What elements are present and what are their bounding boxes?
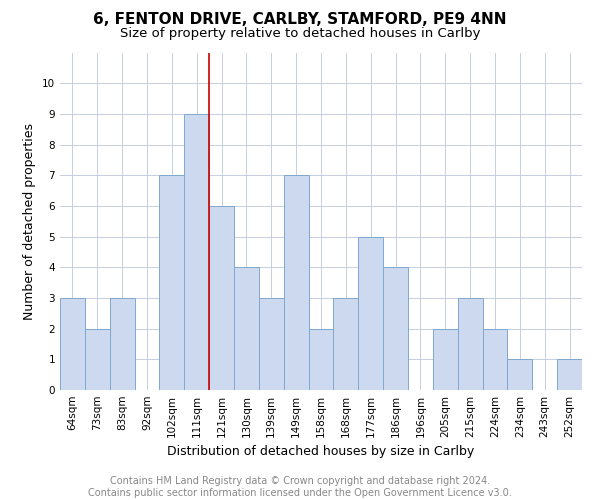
Bar	[60, 298, 85, 390]
Text: 6, FENTON DRIVE, CARLBY, STAMFORD, PE9 4NN: 6, FENTON DRIVE, CARLBY, STAMFORD, PE9 4…	[93, 12, 507, 28]
Bar	[433, 328, 458, 390]
Y-axis label: Number of detached properties: Number of detached properties	[23, 122, 37, 320]
Bar	[160, 175, 184, 390]
X-axis label: Distribution of detached houses by size in Carlby: Distribution of detached houses by size …	[167, 446, 475, 458]
Bar	[308, 328, 334, 390]
Bar	[234, 268, 259, 390]
Bar	[259, 298, 284, 390]
Bar	[557, 360, 582, 390]
Text: Size of property relative to detached houses in Carlby: Size of property relative to detached ho…	[120, 28, 480, 40]
Bar	[358, 236, 383, 390]
Bar	[458, 298, 482, 390]
Bar	[184, 114, 209, 390]
Bar	[508, 360, 532, 390]
Bar	[383, 268, 408, 390]
Bar	[284, 175, 308, 390]
Text: Contains HM Land Registry data © Crown copyright and database right 2024.
Contai: Contains HM Land Registry data © Crown c…	[88, 476, 512, 498]
Bar	[110, 298, 134, 390]
Bar	[85, 328, 110, 390]
Bar	[209, 206, 234, 390]
Bar	[334, 298, 358, 390]
Bar	[482, 328, 508, 390]
